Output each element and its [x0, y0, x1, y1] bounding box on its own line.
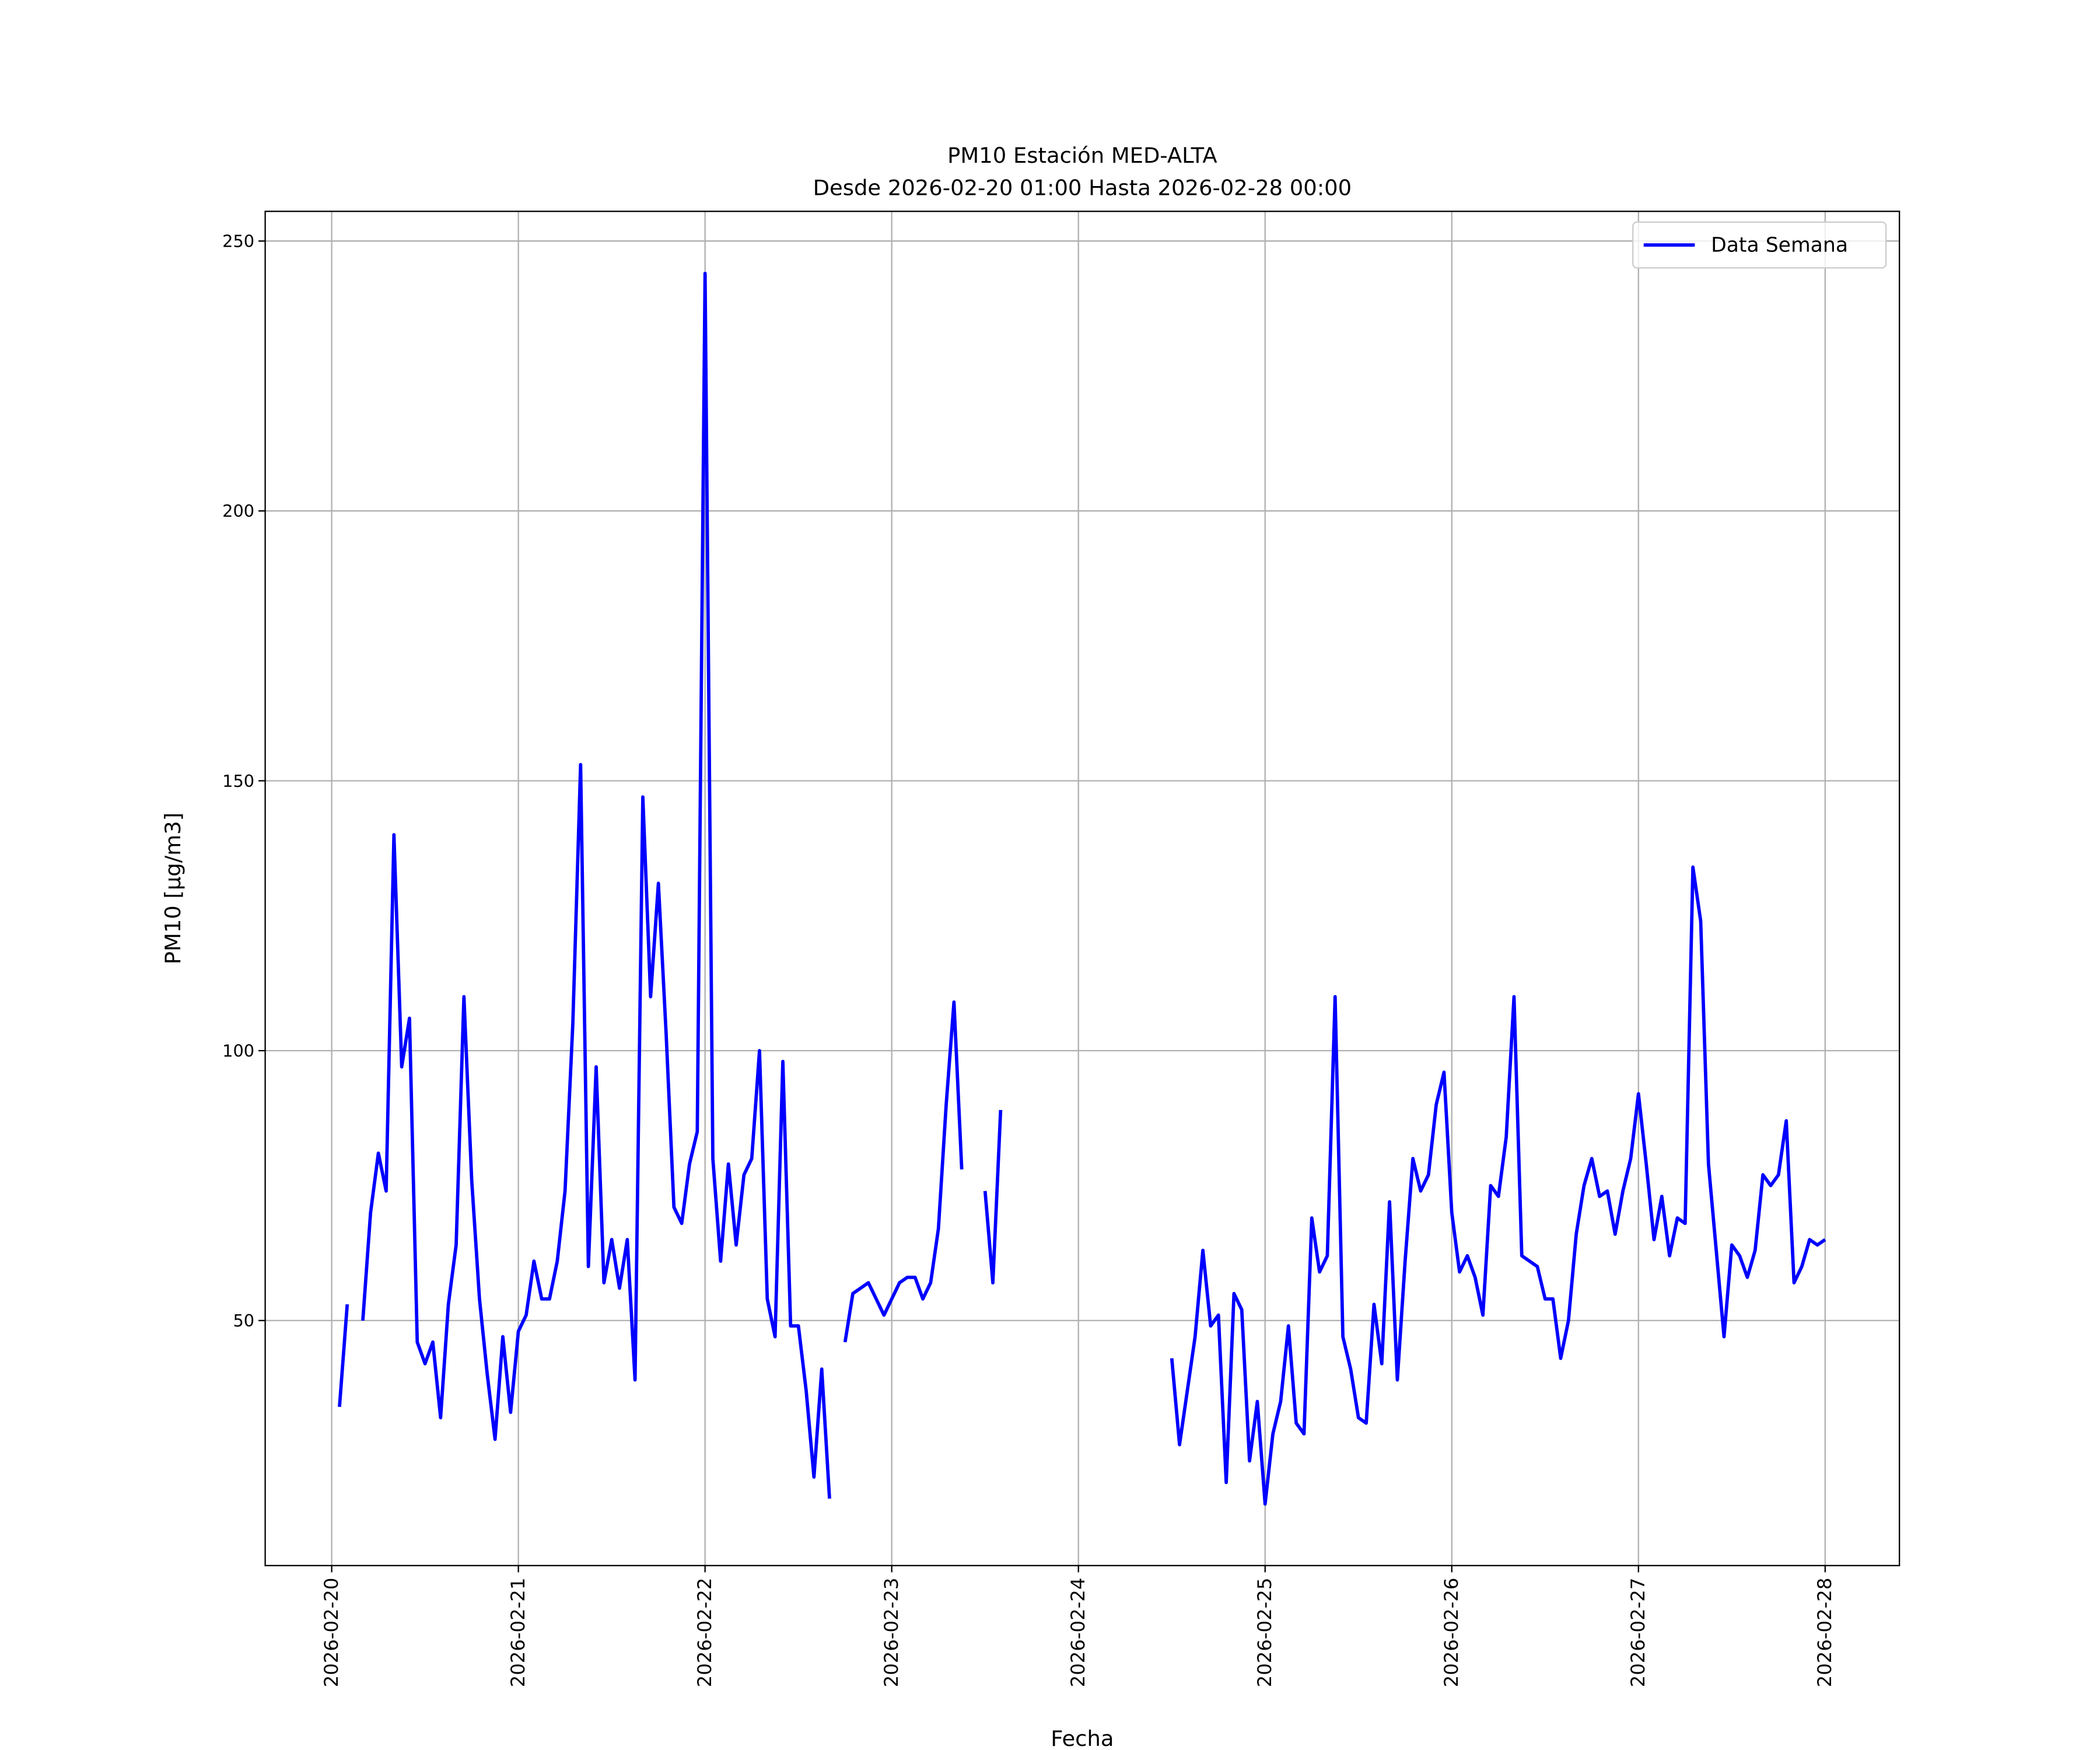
y-tick-label: 150 — [222, 771, 254, 791]
legend-label: Data Semana — [1711, 234, 1848, 257]
plot-frame — [264, 211, 1901, 1566]
x-tick-label: 2026-02-21 — [507, 1578, 529, 1688]
x-tick-label: 2026-02-27 — [1627, 1578, 1649, 1688]
x-tick-label: 2026-02-25 — [1254, 1578, 1276, 1688]
y-axis-label: PM10 [μg/m3] — [160, 813, 186, 964]
x-axis-label: Fecha — [1051, 1726, 1114, 1750]
legend-box — [1632, 221, 1887, 269]
data-line — [338, 271, 1826, 1506]
x-tick-label: 2026-02-26 — [1440, 1578, 1462, 1688]
y-tick-label: 250 — [222, 232, 254, 251]
y-tick-label: 100 — [222, 1041, 254, 1061]
x-tick-label: 2026-02-23 — [880, 1578, 902, 1688]
legend: Data Semana — [1632, 221, 1887, 269]
y-tick-label: 200 — [222, 501, 254, 521]
y-tick-label: 50 — [233, 1311, 254, 1331]
x-tick-label: 2026-02-24 — [1067, 1578, 1089, 1688]
x-tick-label: 2026-02-22 — [694, 1578, 716, 1688]
x-tick-label: 2026-02-28 — [1814, 1578, 1836, 1688]
chart-title: PM10 Estación MED-ALTA — [947, 143, 1217, 168]
chart-subtitle: Desde 2026-02-20 01:00 Hasta 2026-02-28 … — [813, 176, 1352, 201]
x-tick-label: 2026-02-20 — [320, 1578, 342, 1688]
